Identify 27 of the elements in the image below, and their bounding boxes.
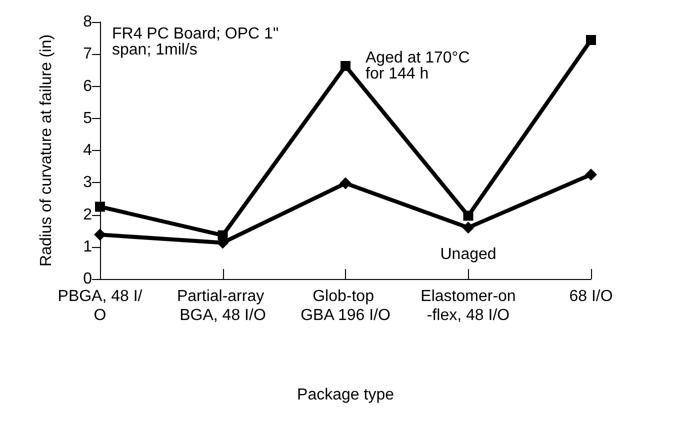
point <box>462 222 474 234</box>
point <box>585 168 597 181</box>
y-tick-label: 1 <box>83 238 92 256</box>
x-tick-label: Elastomer-on-flex, 48 I/O <box>420 288 516 324</box>
point <box>340 177 352 190</box>
point <box>95 202 105 212</box>
y-tick-label: 5 <box>83 110 92 127</box>
y-tick-label: 4 <box>83 142 92 159</box>
y-tick-label: 2 <box>83 206 92 224</box>
x-tick-label: Glob-top GBA 196 I/O <box>300 288 390 324</box>
y-tick-label: 8 <box>83 14 92 30</box>
point <box>586 34 596 45</box>
point <box>94 228 106 241</box>
y-tick-label: 6 <box>83 78 92 95</box>
y-axis-title: Radius of curvature at failure (in) <box>38 34 55 267</box>
point <box>340 61 350 72</box>
y-tick-label: 0 <box>83 270 92 288</box>
x-tick-label: 68 I/O <box>569 288 613 305</box>
y-tick-label: 3 <box>83 174 92 192</box>
x-axis-title: Package type <box>297 386 394 404</box>
series-label: Aged at 170°C for 144 h <box>366 50 474 83</box>
annotation: FR4 PC Board; OPC 1" span; 1mil/s <box>112 26 284 58</box>
series-label: Unaged <box>440 246 496 264</box>
point <box>463 210 474 221</box>
x-tick-label: PBGA, 48 I/O <box>58 288 143 324</box>
x-tick-label: Partial-array BGA, 48 I/O <box>176 288 269 324</box>
y-tick-label: 7 <box>83 46 92 63</box>
